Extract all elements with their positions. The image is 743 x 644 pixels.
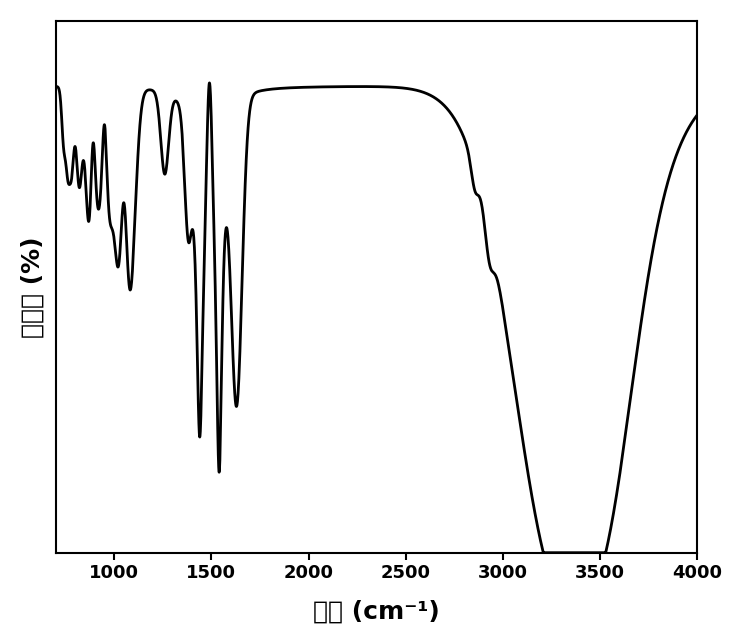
X-axis label: 波数 (cm⁻¹): 波数 (cm⁻¹) xyxy=(314,599,440,623)
Y-axis label: 透过率 (%): 透过率 (%) xyxy=(21,236,45,337)
